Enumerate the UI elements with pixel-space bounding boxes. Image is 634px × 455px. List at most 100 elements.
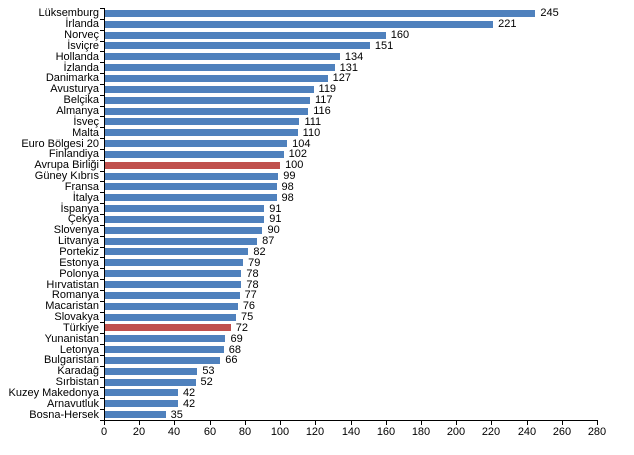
- y-axis-tick-mark: [100, 355, 104, 356]
- bar-row: Estonya 79: [0, 257, 600, 268]
- bar: [104, 237, 258, 245]
- x-tick-label: 120: [305, 426, 325, 438]
- bar-row: Bulgaristan 66: [0, 355, 600, 366]
- category-label: Almanya: [56, 105, 99, 118]
- y-axis-tick-mark: [100, 203, 104, 204]
- chart-rows: Lüksemburg 245 İrlanda 221 Norveç 160 İs…: [0, 8, 600, 420]
- bar: [104, 9, 536, 17]
- bar-area: 131: [104, 62, 597, 73]
- category-label: Litvanya: [58, 235, 99, 248]
- bar-row: Belçika 117: [0, 95, 600, 106]
- bar-area: 221: [104, 19, 597, 30]
- y-axis-tick-mark: [100, 171, 104, 172]
- bar-row: Fransa 98: [0, 180, 600, 193]
- y-axis-tick-mark: [100, 106, 104, 107]
- value-label: 245: [540, 7, 559, 20]
- value-label: 98: [281, 180, 294, 193]
- category-label: Estonya: [59, 256, 99, 269]
- y-axis-tick-mark: [100, 333, 104, 334]
- bar-area: 104: [104, 138, 597, 149]
- y-axis-tick-mark: [100, 160, 104, 161]
- bar: [104, 248, 249, 256]
- bar-area: 68: [104, 344, 597, 355]
- bar-row: Almanya 116: [0, 106, 600, 117]
- bar-row: Finlandiya 102: [0, 149, 600, 160]
- category-label: Avusturya: [50, 83, 99, 96]
- value-label: 66: [225, 354, 238, 367]
- bar-area: 78: [104, 268, 597, 279]
- bar-row: İsviçre 151: [0, 39, 600, 52]
- value-label: 79: [248, 256, 261, 269]
- value-label: 110: [302, 126, 321, 139]
- y-axis-tick-mark: [100, 149, 104, 150]
- category-label: İsveç: [73, 115, 99, 128]
- category-label: Polonya: [59, 267, 99, 280]
- x-tick-label: 0: [100, 426, 108, 438]
- bar: [104, 183, 277, 191]
- x-axis-tick-mark: [597, 421, 598, 425]
- bar-row: İspanya 91: [0, 203, 600, 214]
- bar: [104, 389, 178, 397]
- category-label: Norveç: [64, 29, 99, 42]
- x-axis-tick-mark: [421, 421, 422, 425]
- value-label: 160: [390, 29, 410, 42]
- category-label: Türkiye: [62, 321, 99, 334]
- category-label: Letonya: [59, 343, 99, 356]
- bar-area: 111: [104, 116, 597, 127]
- y-axis-tick-mark: [100, 420, 104, 421]
- x-tick-label: 240: [517, 426, 537, 438]
- bar: [104, 150, 284, 158]
- bar-area: 66: [104, 355, 597, 366]
- y-axis-line: [104, 8, 105, 421]
- bar-area: 119: [104, 84, 597, 95]
- category-label: Arnavutluk: [47, 397, 99, 410]
- x-axis-tick-mark: [386, 421, 387, 425]
- value-label: 102: [288, 148, 307, 161]
- category-label: Kuzey Makedonya: [8, 386, 100, 399]
- value-label: 78: [246, 278, 259, 291]
- category-label: Slovenya: [53, 224, 99, 237]
- x-axis-tick-mark: [245, 421, 246, 425]
- bar-area: 100: [104, 160, 597, 171]
- category-label: Bulgaristan: [43, 354, 99, 367]
- bar: [104, 85, 314, 93]
- bar-area: 102: [104, 149, 597, 160]
- y-axis-tick-mark: [100, 41, 104, 42]
- bar-area: 78: [104, 279, 597, 290]
- bar: [104, 161, 281, 169]
- y-axis-tick-mark: [100, 181, 104, 182]
- bar: [104, 205, 265, 213]
- category-label: İsviçre: [67, 39, 99, 52]
- x-axis-tick-mark: [351, 421, 352, 425]
- bar: [104, 335, 226, 343]
- y-axis-tick-mark: [100, 214, 104, 215]
- bar: [104, 129, 298, 137]
- bar-row: Türkiye 72: [0, 322, 600, 333]
- bar-row: Hollanda 134: [0, 51, 600, 62]
- bar-area: 127: [104, 73, 597, 84]
- x-tick-label: 200: [446, 426, 466, 438]
- bar: [104, 259, 244, 267]
- bar: [104, 302, 238, 310]
- bar: [104, 172, 279, 180]
- bar-area: 76: [104, 301, 597, 312]
- y-axis-tick-mark: [100, 398, 104, 399]
- x-axis-tick-mark: [562, 421, 563, 425]
- bar: [104, 194, 277, 202]
- bar: [104, 20, 494, 28]
- x-tick-label: 100: [270, 426, 290, 438]
- bar: [104, 378, 196, 386]
- value-label: 116: [313, 105, 331, 118]
- bar-area: 99: [104, 171, 597, 182]
- x-axis-line: [104, 420, 598, 421]
- bar: [104, 346, 224, 354]
- bar: [104, 140, 288, 148]
- value-label: 90: [267, 224, 280, 237]
- x-tick-label: 260: [552, 426, 572, 438]
- category-label: Karadağ: [57, 365, 99, 378]
- bar-area: 91: [104, 214, 597, 225]
- value-label: 111: [304, 115, 322, 128]
- bar-area: 245: [104, 8, 597, 19]
- x-tick-label: 160: [376, 426, 396, 438]
- value-label: 42: [182, 397, 196, 410]
